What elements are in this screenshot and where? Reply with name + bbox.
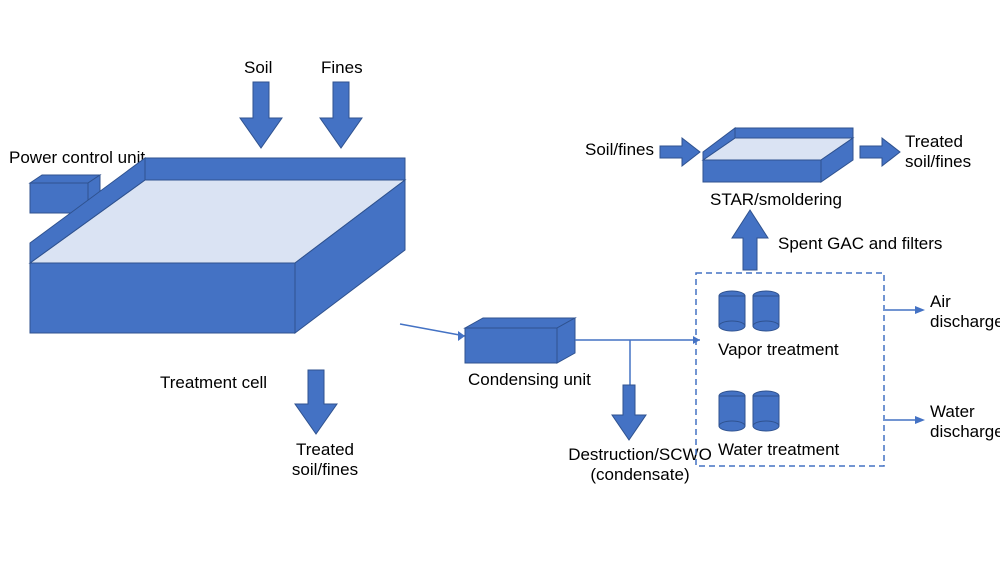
arrow-treated-soil-fines-b [860,138,900,166]
line-cell-to-condenser [400,324,475,344]
cyl-water-2 [752,390,780,432]
label-water-discharge: Waterdischarge [930,402,1000,443]
arrow-destruction-down [612,385,646,440]
label-air-discharge: Airdischarge [930,292,1000,333]
arrow-air-discharge [885,305,925,315]
arrow-water-discharge [885,415,925,425]
arrow-soil-fines-right [660,138,700,166]
cyl-vapor-2 [752,290,780,332]
label-treated-soil-fines-b: Treatedsoil/fines [905,132,985,173]
label-vapor-treatment: Vapor treatment [718,340,839,360]
cyl-vapor-1 [718,290,746,332]
arrow-treated-soil-fines-a [295,370,337,434]
label-soil-fines-in: Soil/fines [585,140,654,160]
cyl-water-1 [718,390,746,432]
label-condensing-unit: Condensing unit [468,370,591,390]
box-condensing-unit [465,318,575,363]
shape-treatment-cell [30,158,405,358]
label-fines: Fines [321,58,363,78]
label-spent-gac: Spent GAC and filters [778,234,942,254]
arrow-spent-gac-up [732,210,768,270]
label-water-treatment: Water treatment [718,440,839,460]
label-soil: Soil [244,58,272,78]
label-treatment-cell: Treatment cell [160,373,267,393]
arrow-fines-down [320,82,362,148]
arrow-soil-down [240,82,282,148]
shape-star-tray [703,128,853,186]
label-star-smoldering: STAR/smoldering [710,190,842,210]
label-treated-soil-fines-a: Treatedsoil/fines [280,440,370,481]
